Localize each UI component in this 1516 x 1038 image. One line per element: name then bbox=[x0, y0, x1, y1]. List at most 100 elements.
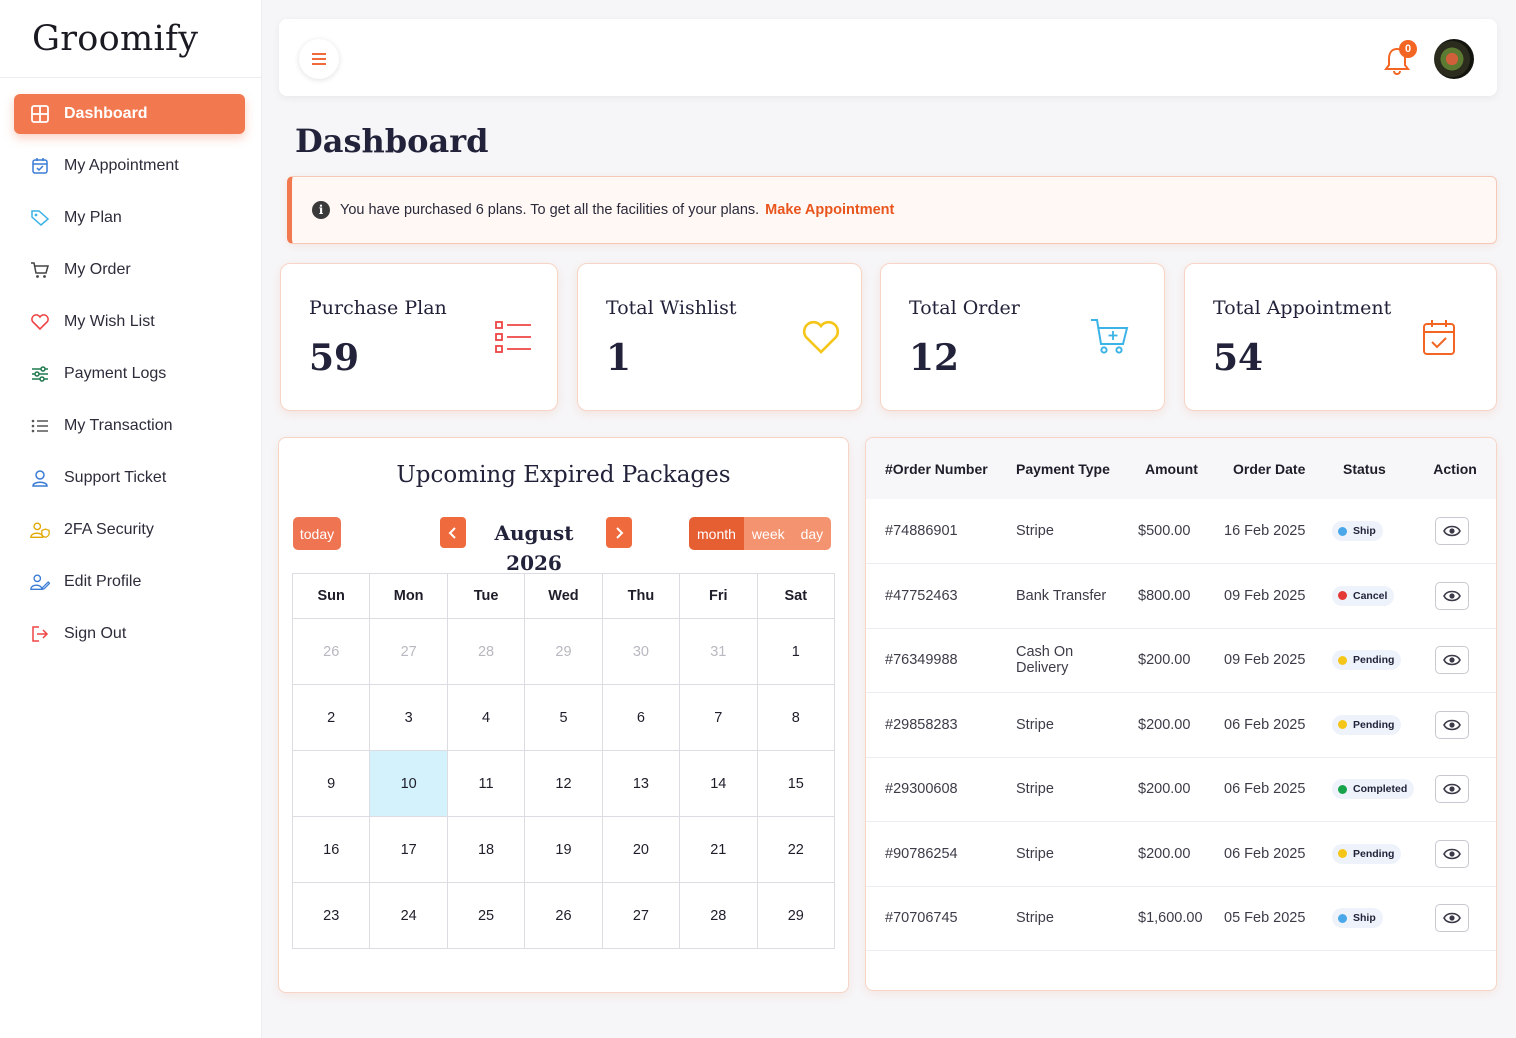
sidebar-item-my-transaction[interactable]: My Transaction bbox=[14, 406, 245, 446]
calendar-day-cell[interactable]: 20 bbox=[601, 816, 681, 883]
calendar-day-cell[interactable]: 16 bbox=[291, 816, 371, 883]
sidebar-item-2fa-security[interactable]: 2FA Security bbox=[14, 510, 245, 550]
sidebar-item-label: Payment Logs bbox=[64, 365, 167, 382]
stat-label: Total Wishlist bbox=[606, 297, 737, 319]
order-action-cell bbox=[1414, 628, 1496, 693]
order-number: #74886901 bbox=[866, 499, 997, 564]
calendar-day-cell[interactable]: 24 bbox=[369, 882, 448, 949]
eye-icon bbox=[1443, 783, 1462, 795]
column-header-action: Action bbox=[1414, 438, 1496, 499]
eye-icon bbox=[1443, 525, 1462, 537]
view-order-button[interactable] bbox=[1435, 581, 1470, 610]
weekday-header: Mon bbox=[369, 573, 448, 619]
page-title: Dashboard bbox=[295, 122, 489, 160]
calendar-day-cell[interactable]: 1 bbox=[756, 618, 836, 685]
calendar-day-cell[interactable]: 23 bbox=[291, 882, 371, 949]
calendar-day-cell[interactable]: 21 bbox=[679, 816, 758, 883]
calendar-grid: Sun Mon Tue Wed Thu Fri Sat 26 27 28 29 … bbox=[291, 573, 836, 949]
prev-month-button[interactable] bbox=[440, 517, 466, 548]
calendar-day-cell[interactable]: 4 bbox=[446, 684, 526, 751]
calendar-day-cell[interactable]: 25 bbox=[446, 882, 526, 949]
sidebar-item-sign-out[interactable]: Sign Out bbox=[14, 614, 245, 654]
alert-message: You have purchased 6 plans. To get all t… bbox=[340, 202, 760, 218]
view-order-button[interactable] bbox=[1435, 775, 1470, 804]
calendar-day-cell[interactable]: 3 bbox=[369, 684, 448, 751]
stat-value: 54 bbox=[1213, 337, 1264, 379]
view-month-button[interactable]: month bbox=[689, 517, 744, 550]
calendar-day-cell[interactable]: 6 bbox=[601, 684, 681, 751]
sidebar-item-dashboard[interactable]: Dashboard bbox=[14, 94, 245, 134]
stat-value: 59 bbox=[309, 337, 360, 379]
calendar-day-cell[interactable]: 26 bbox=[524, 882, 603, 949]
eye-icon bbox=[1443, 912, 1462, 924]
order-action-cell bbox=[1414, 499, 1496, 564]
sidebar-item-my-appointment[interactable]: My Appointment bbox=[14, 146, 245, 186]
calendar-day-cell[interactable]: 19 bbox=[524, 816, 603, 883]
calendar-day-cell[interactable]: 8 bbox=[756, 684, 836, 751]
tag-icon bbox=[30, 208, 50, 228]
calendar-day-cell[interactable]: 7 bbox=[679, 684, 758, 751]
order-status-cell: Completed bbox=[1324, 757, 1415, 822]
payment-type: Bank Transfer bbox=[997, 563, 1126, 629]
order-amount: $200.00 bbox=[1126, 628, 1214, 693]
brand-name: Groomify bbox=[32, 18, 199, 59]
calendar-day-cell[interactable]: 27 bbox=[369, 618, 448, 685]
column-header-amount: Amount bbox=[1126, 438, 1214, 499]
order-action-cell bbox=[1414, 692, 1496, 758]
calendar-day-cell[interactable]: 17 bbox=[369, 816, 448, 883]
status-label: Pending bbox=[1353, 718, 1395, 731]
calendar-day-cell[interactable]: 5 bbox=[524, 684, 603, 751]
stat-label: Total Appointment bbox=[1213, 297, 1392, 319]
calendar-day-cell[interactable]: 2 bbox=[291, 684, 371, 751]
today-button[interactable]: today bbox=[293, 517, 341, 550]
calendar-icon bbox=[30, 156, 50, 176]
calendar-day-cell[interactable]: 14 bbox=[679, 750, 758, 817]
status-badge: Ship bbox=[1332, 908, 1383, 929]
hamburger-icon bbox=[312, 53, 326, 65]
order-status-cell: Cancel bbox=[1324, 563, 1415, 629]
sidebar-item-edit-profile[interactable]: Edit Profile bbox=[14, 562, 245, 602]
sidebar-item-payment-logs[interactable]: Payment Logs bbox=[14, 354, 245, 394]
calendar-day-cell-today[interactable]: 10 bbox=[369, 750, 448, 817]
calendar-day-cell[interactable]: 31 bbox=[679, 618, 758, 685]
calendar-day-cell[interactable]: 22 bbox=[756, 816, 836, 883]
status-label: Cancel bbox=[1353, 589, 1388, 602]
view-week-button[interactable]: week bbox=[743, 517, 793, 550]
view-order-button[interactable] bbox=[1435, 710, 1470, 739]
calendar-day-cell[interactable]: 28 bbox=[679, 882, 758, 949]
status-label: Pending bbox=[1353, 847, 1395, 860]
view-order-button[interactable] bbox=[1435, 646, 1470, 675]
sidebar-item-support-ticket[interactable]: Support Ticket bbox=[14, 458, 245, 498]
view-order-button[interactable] bbox=[1435, 839, 1470, 868]
brand-logo[interactable]: Groomify bbox=[0, 0, 261, 78]
make-appointment-link[interactable]: Make Appointment bbox=[765, 202, 895, 218]
avatar[interactable] bbox=[1434, 39, 1474, 79]
calendar-day-cell[interactable]: 30 bbox=[601, 618, 681, 685]
sidebar: Groomify Dashboard My Appointment My Pla… bbox=[0, 0, 262, 1038]
order-amount: $200.00 bbox=[1126, 692, 1214, 758]
eye-icon bbox=[1443, 654, 1462, 666]
sidebar-item-label: My Plan bbox=[64, 209, 122, 226]
calendar-day-cell[interactable]: 12 bbox=[524, 750, 603, 817]
next-month-button[interactable] bbox=[606, 517, 632, 548]
sidebar-item-my-order[interactable]: My Order bbox=[14, 250, 245, 290]
view-order-button[interactable] bbox=[1435, 904, 1470, 933]
menu-toggle-button[interactable] bbox=[299, 39, 339, 79]
calendar-day-cell[interactable]: 27 bbox=[601, 882, 681, 949]
calendar-day-cell[interactable]: 29 bbox=[524, 618, 603, 685]
calendar-day-cell[interactable]: 9 bbox=[291, 750, 371, 817]
calendar-day-cell[interactable]: 11 bbox=[446, 750, 526, 817]
calendar-day-cell[interactable]: 18 bbox=[446, 816, 526, 883]
calendar-day-cell[interactable]: 15 bbox=[756, 750, 836, 817]
calendar-day-cell[interactable]: 29 bbox=[756, 882, 836, 949]
sidebar-item-my-plan[interactable]: My Plan bbox=[14, 198, 245, 238]
orders-table: #Order Number Payment Type Amount Order … bbox=[866, 438, 1496, 951]
view-order-button[interactable] bbox=[1435, 517, 1470, 545]
sidebar-nav: Dashboard My Appointment My Plan My Orde… bbox=[0, 78, 261, 654]
calendar-day-cell[interactable]: 28 bbox=[446, 618, 526, 685]
sidebar-item-my-wish-list[interactable]: My Wish List bbox=[14, 302, 245, 342]
view-day-button[interactable]: day bbox=[792, 517, 832, 550]
calendar-day-cell[interactable]: 26 bbox=[291, 618, 371, 685]
calendar-day-cell[interactable]: 13 bbox=[601, 750, 681, 817]
chevron-left-icon bbox=[448, 526, 456, 539]
